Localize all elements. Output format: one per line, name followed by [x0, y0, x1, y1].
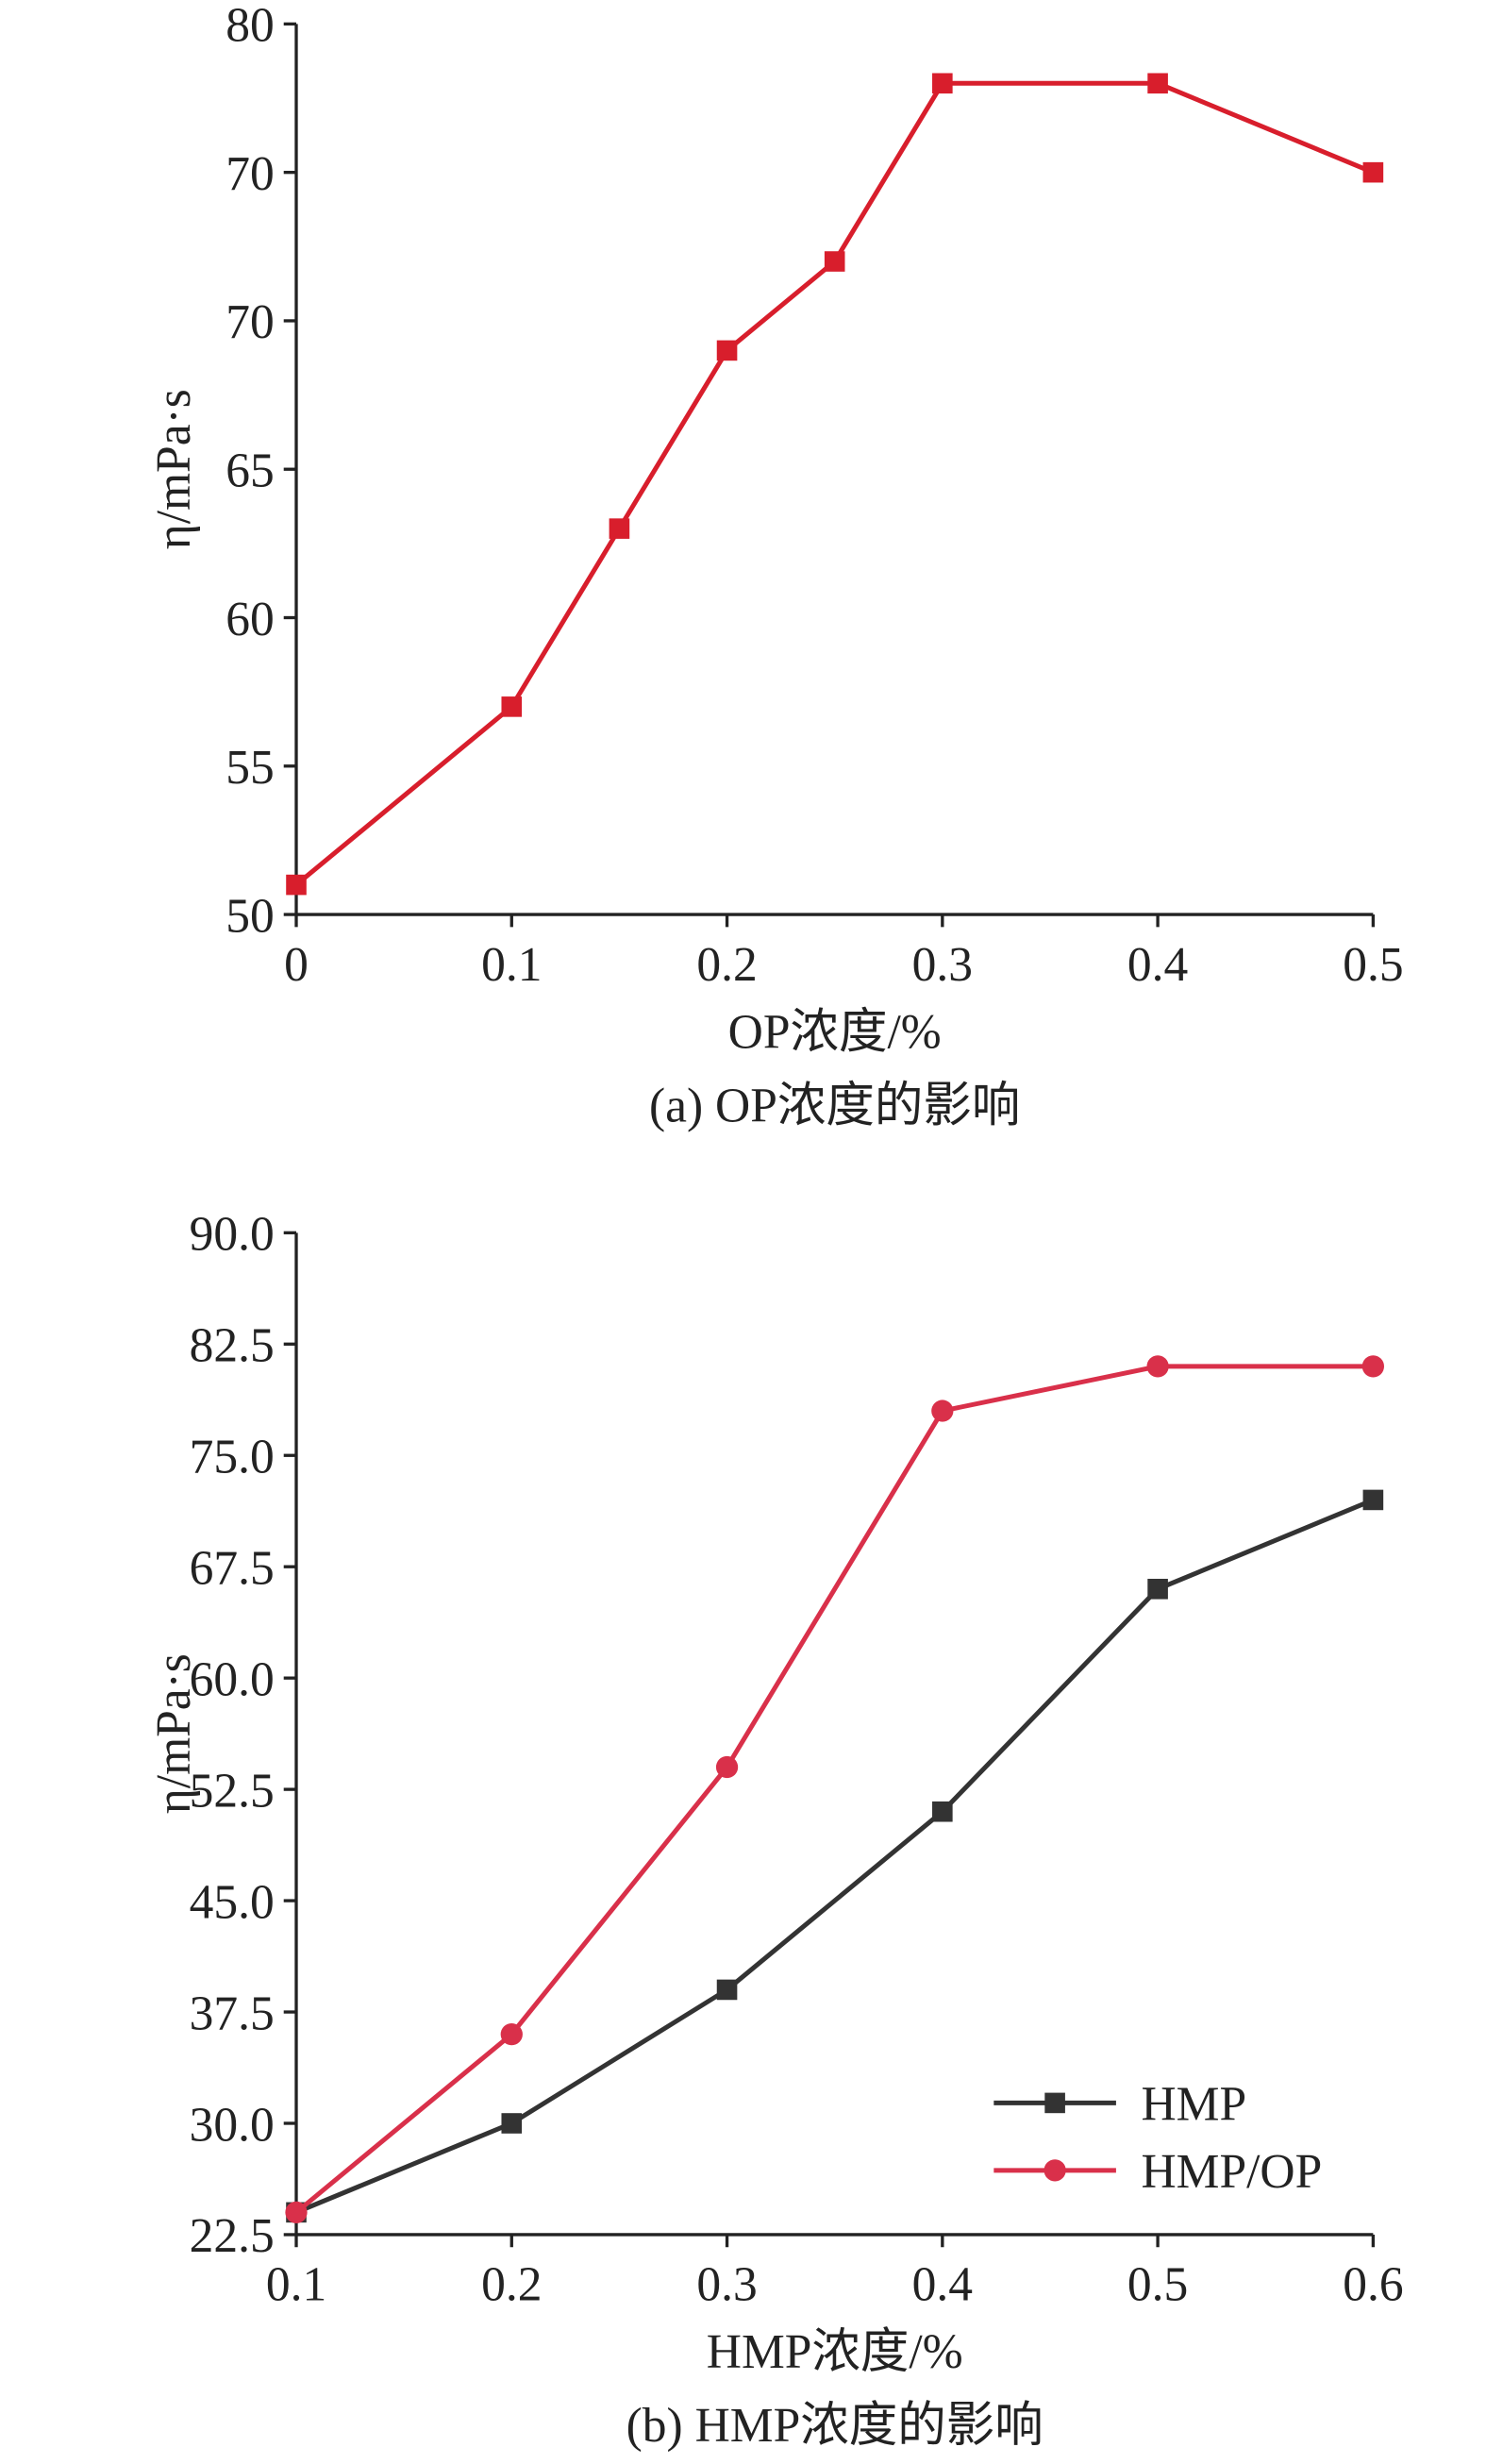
series-line — [294, 1364, 1374, 2215]
data-point — [1361, 1355, 1385, 1378]
y-tick-label: 75.0 — [190, 1431, 275, 1484]
x-axis-label: HMP浓度/% — [707, 2325, 963, 2379]
x-tick-label: 0.1 — [266, 2258, 326, 2312]
data-point — [500, 2022, 523, 2046]
y-tick-label: 52.5 — [190, 1764, 275, 1818]
data-point — [1362, 161, 1384, 183]
x-tick-label: 0.3 — [696, 2258, 757, 2312]
data-point — [715, 1755, 739, 1779]
data-point — [932, 73, 953, 94]
x-tick-label: 0.6 — [1343, 2258, 1403, 2312]
y-axis-label: η/mPa·s — [147, 389, 201, 549]
series-line — [295, 1498, 1375, 2215]
y-tick-label: 45.0 — [190, 1875, 275, 1929]
data-point — [1362, 1489, 1384, 1511]
data-point — [1147, 73, 1168, 94]
y-tick-label: 60 — [225, 593, 275, 646]
x-tick-label: 0.4 — [1127, 938, 1188, 992]
x-tick-label: 0.3 — [912, 938, 973, 992]
y-tick-label: 37.5 — [190, 1986, 275, 2040]
y-axis-label: η/mPa·s — [147, 1653, 201, 1814]
y-tick-label: 55 — [225, 741, 275, 795]
data-point — [931, 1400, 954, 1422]
x-tick-label: 0.4 — [912, 2258, 973, 2312]
x-axis-label: OP浓度/% — [728, 1005, 942, 1059]
y-tick-label: 30.0 — [190, 2098, 275, 2152]
data-point — [716, 1979, 738, 2001]
x-tick-label: 0.1 — [481, 938, 542, 992]
y-tick-label: 90.0 — [190, 1208, 275, 1262]
y-tick-label: 60.0 — [190, 1652, 275, 1706]
y-tick-label: 82.5 — [190, 1319, 275, 1373]
data-point — [609, 518, 630, 539]
data-point — [501, 2113, 523, 2134]
caption: (b) HMP浓度的影响 — [626, 2399, 1044, 2453]
y-tick-label: 67.5 — [190, 1541, 275, 1595]
series-line — [294, 80, 1375, 887]
x-tick-label: 0.2 — [696, 938, 757, 992]
x-tick-label: 0.2 — [481, 2258, 542, 2312]
legend-label: HMP — [1141, 2078, 1246, 2132]
x-tick-label: 0.5 — [1343, 938, 1403, 992]
y-tick-label: 22.5 — [190, 2209, 275, 2263]
y-tick-label: 50 — [225, 889, 275, 943]
y-tick-label: 70 — [225, 295, 275, 349]
data-point — [932, 1801, 953, 1822]
data-point — [716, 340, 738, 361]
data-point — [501, 696, 523, 717]
caption: (a) OP浓度的影响 — [649, 1079, 1020, 1132]
y-tick-label: 70 — [225, 147, 275, 201]
data-point — [286, 874, 307, 896]
legend-marker — [1044, 2092, 1065, 2114]
y-tick-label: 65 — [225, 444, 275, 498]
x-tick-label: 0 — [284, 938, 309, 992]
x-tick-label: 0.5 — [1127, 2258, 1188, 2312]
data-point — [285, 2201, 308, 2223]
legend-label: HMP/OP — [1141, 2145, 1322, 2199]
data-point — [1146, 1355, 1169, 1378]
legend-marker — [1044, 2159, 1066, 2182]
data-point — [1147, 1578, 1168, 1600]
data-point — [824, 251, 845, 272]
y-tick-label: 80 — [225, 0, 275, 53]
